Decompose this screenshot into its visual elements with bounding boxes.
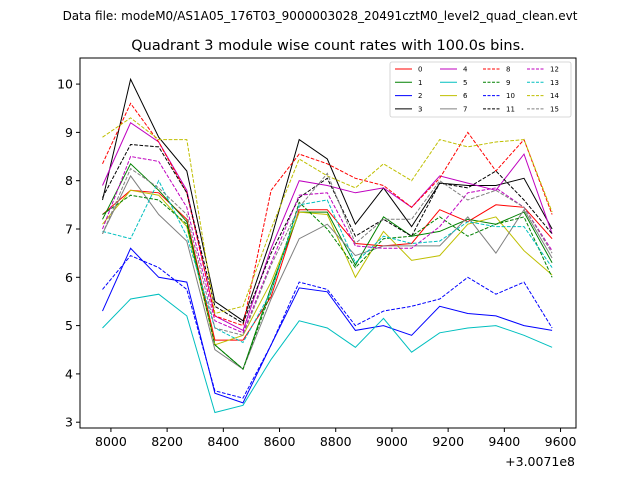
data-file-header: Data file: modeM0/AS1A05_176T03_90000030…: [63, 9, 578, 23]
y-tick-label: 5: [65, 318, 73, 333]
series-line-13: [102, 179, 553, 344]
series-line-0: [102, 189, 553, 341]
y-tick-label: 3: [65, 415, 73, 430]
series-line-7: [102, 174, 553, 370]
series-lines: [102, 77, 553, 414]
x-axis-ticks: 8000 8200 8400 8600 8800 9000 9200 9400 9600: [95, 428, 576, 449]
x-tick-label: 9000: [376, 434, 408, 449]
legend-label-5: 5: [463, 79, 467, 87]
legend-label-9: 9: [506, 79, 510, 87]
y-axis-ticks: 3 4 5 6 7 8 9 10: [57, 77, 80, 430]
series-line-11: [102, 143, 553, 324]
legend-label-7: 7: [463, 105, 467, 113]
series-line-5: [102, 293, 553, 414]
series-line-6: [102, 189, 553, 346]
legend-label-3: 3: [418, 105, 422, 113]
y-tick-label: 4: [65, 366, 73, 381]
series-line-2: [102, 247, 553, 404]
x-tick-label: 9400: [488, 434, 520, 449]
legend-label-1: 1: [418, 79, 422, 87]
plot-area-border: [79, 57, 577, 429]
x-tick-label: 9600: [545, 434, 577, 449]
x-tick-label: 8600: [264, 434, 296, 449]
legend-box: [389, 61, 572, 118]
legend-label-14: 14: [550, 92, 559, 100]
legend-label-11: 11: [506, 105, 515, 113]
x-tick-label: 9200: [432, 434, 464, 449]
x-tick-label: 8400: [207, 434, 239, 449]
series-line-4: [102, 121, 553, 332]
legend-label-6: 6: [463, 92, 468, 100]
legend-label-4: 4: [463, 66, 468, 74]
legend-label-2: 2: [418, 92, 422, 100]
legend-label-8: 8: [506, 66, 510, 74]
series-line-10: [102, 254, 553, 399]
x-tick-label: 8800: [320, 434, 352, 449]
y-tick-label: 9: [65, 125, 73, 140]
x-tick-label: 8200: [151, 434, 183, 449]
y-tick-label: 7: [65, 221, 73, 236]
y-tick-label: 8: [65, 173, 73, 188]
series-line-1: [102, 162, 553, 370]
y-tick-label: 10: [57, 77, 73, 92]
series-line-15: [102, 167, 553, 336]
series-line-9: [102, 194, 553, 370]
series-line-12: [102, 155, 553, 334]
legend-label-12: 12: [550, 66, 559, 74]
legend-label-0: 0: [418, 66, 422, 74]
axes-frame: [79, 57, 577, 429]
chart-title: Quadrant 3 module wise count rates with …: [131, 38, 525, 54]
legend-label-10: 10: [506, 92, 515, 100]
y-tick-label: 6: [65, 270, 73, 285]
series-line-14: [102, 117, 553, 315]
legend-label-13: 13: [550, 79, 559, 87]
x-tick-label: 8000: [95, 434, 127, 449]
legend-label-15: 15: [550, 105, 559, 113]
x-axis-offset-label: +3.0071e8: [505, 454, 575, 469]
